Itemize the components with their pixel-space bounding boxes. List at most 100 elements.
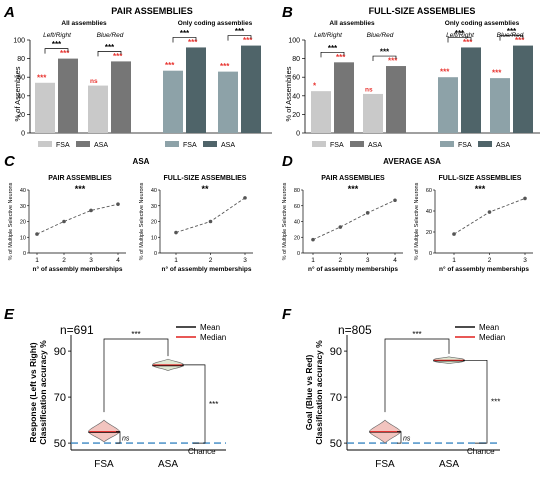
legend-label-fsa: FSA — [183, 142, 197, 149]
y-tick-label: 80 — [292, 56, 300, 63]
y-tick-label: 60 — [294, 204, 300, 210]
panel-letter-b: B — [282, 4, 293, 21]
subplot-title: FULL-SIZE ASSEMBLIES — [164, 175, 247, 182]
group-header-a-all: All assemblies — [61, 20, 107, 27]
axes-b: 020406080100*******ns*******************… — [288, 27, 540, 138]
legend-label-median: Median — [200, 333, 226, 342]
panel-a: A PAIR ASSEMBLIES All assemblies Only co… — [3, 4, 272, 149]
x-axis-label: n° of assembly memberships — [308, 265, 398, 273]
subplot-title: PAIR ASSEMBLIES — [321, 175, 385, 182]
significance-bracket — [372, 55, 397, 62]
x-axis-label: n° of assembly memberships — [32, 265, 122, 273]
panel-letter-e: E — [4, 306, 15, 323]
y-tick-label: 30 — [20, 204, 26, 210]
y-tick-label: 40 — [151, 188, 157, 194]
bar — [88, 85, 108, 133]
x-tick-label: 2 — [339, 257, 343, 264]
data-point — [116, 202, 120, 206]
bar — [461, 47, 481, 133]
legend-a: FSA ASA FSA ASA — [38, 141, 235, 149]
right-significance-bracket — [463, 359, 488, 444]
series-line — [312, 199, 396, 241]
bracket-stars: *** — [380, 48, 390, 57]
legend-swatch-fsa — [165, 141, 179, 147]
y-tick-label: 20 — [20, 220, 26, 226]
significance-stars: *** — [37, 73, 47, 82]
data-point — [174, 230, 178, 235]
legend-swatch-fsa — [440, 141, 454, 147]
y-tick-label: 60 — [426, 188, 432, 194]
subgroup-label-b-lr2: Left/Right — [446, 32, 475, 39]
legend-swatch-asa — [478, 141, 492, 147]
axes-a: 020406080100*********ns*****************… — [13, 27, 272, 138]
y-tick-label: 0 — [429, 251, 432, 257]
group-header-b-coding: Only coding assemblies — [445, 20, 520, 27]
y-tick-label: 40 — [20, 188, 26, 194]
x-tick-label: 2 — [62, 257, 66, 264]
y-tick-label: 90 — [330, 346, 342, 358]
data-point — [208, 219, 213, 224]
bar — [490, 78, 510, 133]
data-point — [89, 208, 93, 213]
y-axis-label-line1: Response (Left vs Right) — [28, 342, 38, 442]
significance-stars: *** — [348, 184, 359, 194]
y-tick-label: 40 — [294, 220, 300, 226]
bracket-stars: *** — [235, 27, 245, 36]
x-tick-label: 4 — [116, 257, 120, 264]
line-plot-c-full: FULL-SIZE ASSEMBLIES ** % of Multiple Sele… — [139, 175, 253, 273]
y-tick-label: 10 — [20, 235, 26, 241]
subplot-title: FULL-SIZE ASSEMBLIES — [439, 175, 522, 182]
bracket-stars: *** — [180, 29, 190, 38]
y-axis-label-line2: Classification accuracy % — [38, 340, 48, 445]
significance-stars: *** — [165, 61, 175, 70]
significance-stars: *** — [463, 38, 473, 47]
significance-bracket — [499, 35, 524, 41]
subgroup-label-a-lr: Left/Right — [43, 32, 72, 39]
x-tick-label: 3 — [366, 257, 370, 264]
y-tick-label: 40 — [17, 93, 25, 100]
significance-stars: * — [313, 82, 317, 91]
bracket-stars: *** — [105, 43, 115, 52]
line-plot-d-full: FULL-SIZE ASSEMBLIES *** % of Multiple Sel… — [414, 175, 533, 273]
top-bracket-stars: *** — [131, 330, 140, 339]
series-line — [175, 197, 246, 233]
panel-e: E n=691 Response (Left vs Right) Classific… — [4, 306, 226, 470]
subgroup-label-b-br: Blue/Red — [367, 32, 394, 39]
y-tick-label: 0 — [297, 251, 300, 257]
panel-d: D AVERAGE ASA PAIR ASSEMBLIES *** % of Mul… — [282, 153, 533, 273]
chance-label: Chance — [467, 447, 495, 456]
ns-bracket — [397, 431, 402, 444]
y-tick-label: 40 — [426, 209, 432, 215]
significance-stars: *** — [492, 69, 502, 78]
bar — [111, 61, 131, 133]
ns-label: ns — [403, 435, 411, 442]
bracket-stars: *** — [455, 29, 465, 38]
panel-c: C ASA PAIR ASSEMBLIES *** % of Multiple Se… — [4, 153, 253, 273]
y-tick-label: 20 — [151, 220, 157, 226]
significance-stars: ** — [201, 184, 209, 194]
significance-bracket — [97, 51, 122, 57]
y-tick-label: 100 — [288, 38, 300, 45]
chart-title-a: PAIR ASSEMBLIES — [111, 6, 193, 16]
panel-f: F n=805 Goal (Blue vs Red) Classification … — [282, 306, 505, 470]
legend-label-fsa: FSA — [56, 142, 70, 149]
bar — [35, 82, 55, 133]
significance-stars: *** — [243, 36, 253, 45]
panel-b: B FULL-SIZE ASSEMBLIES All assemblies On… — [282, 4, 540, 149]
data-point — [523, 196, 527, 201]
ns-bracket — [116, 431, 121, 444]
group-header-a-coding: Only coding assemblies — [178, 20, 253, 27]
y-tick-label: 70 — [54, 392, 66, 404]
data-point — [338, 225, 343, 229]
data-point — [243, 196, 247, 200]
top-bracket-stars: *** — [412, 330, 421, 339]
series-line — [453, 197, 526, 235]
bar — [311, 91, 331, 133]
y-tick-label: 50 — [54, 438, 66, 450]
data-point — [311, 237, 315, 242]
legend-label-asa: ASA — [368, 142, 382, 149]
violin-plot-e: n=691 Response (Left vs Right) Classificat… — [28, 323, 226, 470]
y-axis-label-line1: Goal (Blue vs Red) — [304, 355, 314, 431]
legend-swatch-fsa — [312, 141, 326, 147]
